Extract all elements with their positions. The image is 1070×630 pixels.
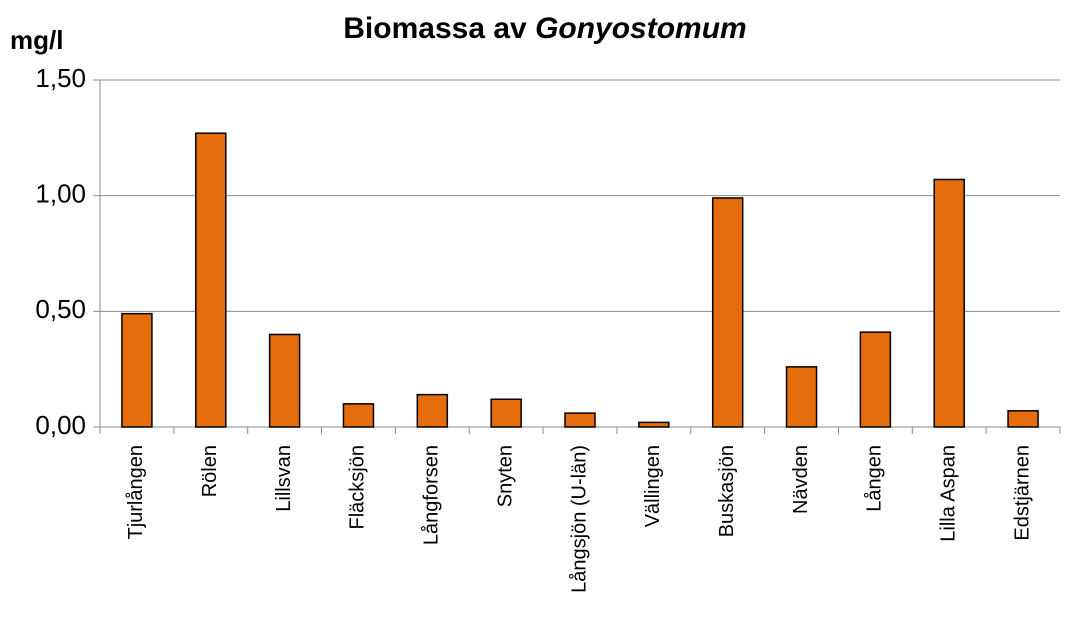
y-tick-label: 1,50	[35, 63, 86, 93]
bar	[711, 197, 744, 428]
x-tick-label: Lången	[864, 445, 886, 512]
x-tick-label: Långforsen	[421, 445, 443, 545]
x-tick-label: Vällingen	[642, 445, 664, 527]
bar	[195, 132, 227, 428]
y-tick-label: 1,00	[35, 179, 86, 209]
bar	[416, 393, 449, 428]
x-tick-label: Nävden	[790, 445, 812, 514]
bar	[342, 403, 375, 428]
x-tick-label: Rölen	[199, 445, 221, 497]
bar	[1007, 410, 1039, 428]
y-tick-label: 0,00	[35, 410, 86, 440]
x-tick-label: Edstjärnen	[1011, 445, 1033, 541]
x-tick-label: Långsjön (U-län)	[568, 445, 590, 593]
x-tick-label: Buskasjön	[716, 445, 738, 537]
title-emphasis: Gonyostomum	[535, 12, 747, 45]
x-tick-label: Tjurlången	[125, 445, 147, 540]
x-tick-label: Lilla Aspan	[938, 445, 960, 542]
bar	[859, 331, 892, 428]
bar	[490, 398, 522, 428]
bar	[785, 366, 818, 428]
x-tick-label: Fläcksjön	[347, 445, 369, 529]
x-tick-label: Snyten	[494, 445, 516, 507]
bar	[564, 412, 596, 428]
y-tick-label: 0,50	[35, 294, 86, 324]
x-tick-label: Lillsvan	[273, 445, 295, 512]
bar	[121, 312, 153, 428]
bar	[268, 333, 301, 428]
bar	[933, 178, 965, 428]
bar	[638, 421, 670, 428]
chart-title: Biomassa av Gonyostomum	[343, 12, 746, 45]
y-axis-label: mg/l	[10, 25, 63, 55]
title-text: Biomassa av	[343, 12, 527, 45]
